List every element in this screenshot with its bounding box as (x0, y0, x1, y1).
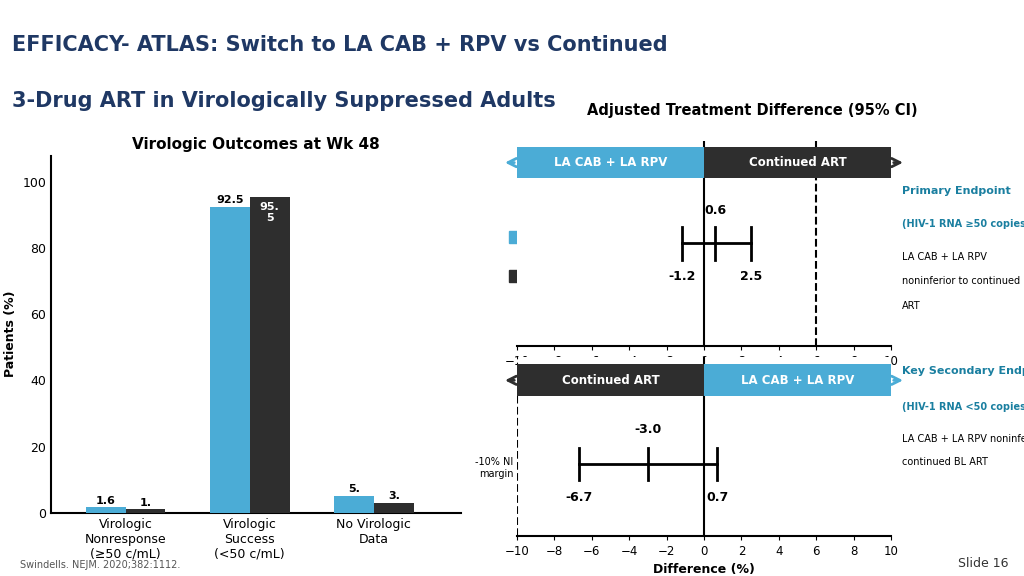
Text: -10% NI
margin: -10% NI margin (475, 457, 513, 479)
Y-axis label: Patients (%): Patients (%) (4, 291, 17, 377)
Bar (250, 197, 290, 513)
Text: Primary Endpoint: Primary Endpoint (902, 186, 1011, 196)
Bar (374, 503, 414, 513)
Text: Slide 16: Slide 16 (958, 557, 1009, 570)
Text: 95.
5: 95. 5 (260, 202, 280, 223)
Text: LA CAB + LA RPV: LA CAB + LA RPV (554, 156, 668, 169)
Text: LA CAB + LA RPV: LA CAB + LA RPV (902, 252, 987, 262)
Text: LA CAB + LA RPV: LA CAB + LA RPV (740, 374, 854, 387)
Text: 1.6: 1.6 (96, 496, 116, 506)
Text: continued BL ART: continued BL ART (902, 457, 988, 467)
Text: 0.6: 0.6 (705, 204, 726, 217)
Legend: LA CAB + LA RPV
(n = 308), Continued ART
(n = 308): LA CAB + LA RPV (n = 308), Continued ART… (504, 217, 639, 294)
Text: ART: ART (902, 301, 921, 310)
Text: Swindells. NEJM. 2020;382:1112.: Swindells. NEJM. 2020;382:1112. (20, 560, 181, 570)
Text: noninferior to continued BL: noninferior to continued BL (902, 276, 1024, 286)
FancyBboxPatch shape (705, 364, 891, 396)
Text: 0.7: 0.7 (706, 491, 728, 504)
Text: (HIV-1 RNA ≥50 copies/mL): (HIV-1 RNA ≥50 copies/mL) (902, 219, 1024, 229)
Text: Continued ART: Continued ART (562, 374, 659, 387)
Text: -1.2: -1.2 (668, 270, 695, 283)
Text: 3.: 3. (388, 491, 399, 501)
Bar (86, 507, 126, 513)
Text: -3.0: -3.0 (634, 423, 662, 435)
X-axis label: Difference (%): Difference (%) (653, 373, 755, 386)
Bar (334, 496, 374, 513)
X-axis label: Difference (%): Difference (%) (653, 563, 755, 576)
Bar (210, 207, 250, 513)
Bar (126, 509, 166, 513)
Title: Virologic Outcomes at Wk 48: Virologic Outcomes at Wk 48 (132, 137, 380, 151)
Text: LA CAB + LA RPV noninferior to: LA CAB + LA RPV noninferior to (902, 434, 1024, 444)
Text: 92.5: 92.5 (216, 195, 244, 205)
FancyBboxPatch shape (517, 364, 705, 396)
Text: -6.7: -6.7 (565, 491, 593, 504)
Text: 3-Drug ART in Virologically Suppressed Adults: 3-Drug ART in Virologically Suppressed A… (12, 91, 556, 111)
Text: 6% NI
margin: 6% NI margin (819, 147, 853, 169)
Text: 2.5: 2.5 (739, 270, 762, 283)
FancyBboxPatch shape (705, 147, 891, 178)
Text: 5.: 5. (348, 484, 360, 494)
Text: 1.: 1. (139, 498, 152, 507)
Text: EFFICACY- ATLAS: Switch to LA CAB + RPV vs Continued: EFFICACY- ATLAS: Switch to LA CAB + RPV … (12, 36, 668, 55)
Text: (HIV-1 RNA <50 copies/mL): (HIV-1 RNA <50 copies/mL) (902, 402, 1024, 412)
FancyBboxPatch shape (517, 147, 705, 178)
Text: Adjusted Treatment Difference (95% CI): Adjusted Treatment Difference (95% CI) (588, 103, 918, 118)
Text: Continued ART: Continued ART (749, 156, 846, 169)
Text: Key Secondary Endpoint: Key Secondary Endpoint (902, 366, 1024, 376)
